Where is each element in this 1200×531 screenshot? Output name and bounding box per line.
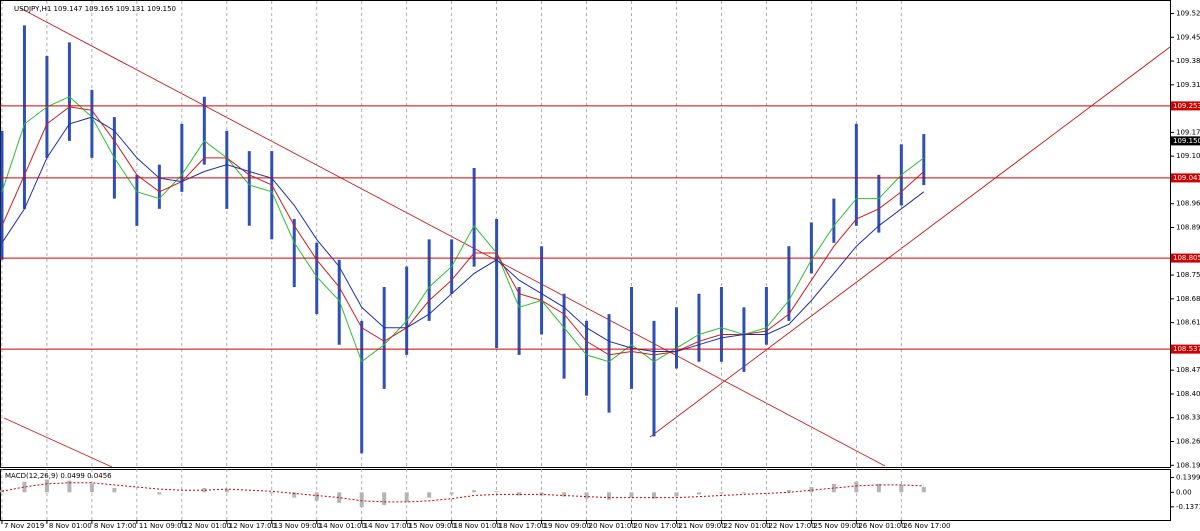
x-tick-label: 11 Nov 09:00 (139, 522, 186, 530)
macd-bar (157, 492, 162, 495)
macd-bar (629, 492, 634, 498)
x-tick-label: 14 Nov 17:00 (364, 522, 411, 530)
last-price-label: 109.150 (1173, 137, 1200, 145)
level-label: 108.805 (1173, 254, 1200, 262)
y-tick-label: 0.1399 (1176, 473, 1200, 481)
x-tick-label: 8 Nov 01:00 (49, 522, 92, 530)
x-tick-label: 21 Nov 09:00 (678, 522, 725, 530)
y-tick-label: 109.385 (1176, 57, 1200, 65)
moving-average (1, 116, 925, 352)
chart-title: USDJPY,H1 109.147 109.165 109.131 109.15… (14, 5, 176, 13)
macd-bar (674, 492, 679, 497)
macd-bar (517, 492, 522, 496)
macd-bar (89, 483, 94, 493)
y-tick-label: 108.335 (1176, 414, 1200, 422)
level-label: 108.537 (1173, 345, 1200, 353)
x-tick-label: 22 Nov 17:00 (768, 522, 815, 530)
y-tick-label: 108.965 (1176, 200, 1200, 208)
macd-bar (449, 492, 454, 495)
x-tick-label: 19 Nov 09:00 (544, 522, 591, 530)
y-tick-label: 108.405 (1176, 390, 1200, 398)
level-label: 109.253 (1173, 102, 1200, 110)
y-tick-label: 108.195 (1176, 461, 1200, 469)
main-panel (0, 0, 1171, 468)
macd-bar (562, 492, 567, 497)
macd-bar (382, 492, 387, 506)
macd-bar (292, 492, 297, 498)
level-tag (1171, 101, 1200, 111)
macd-bar (22, 481, 27, 493)
macd-bar (44, 479, 49, 493)
x-tick-label: 26 Nov 01:00 (858, 522, 905, 530)
macd-bar (404, 492, 409, 502)
x-tick-label: 12 Nov 01:00 (184, 522, 231, 530)
level-label: 109.041 (1173, 174, 1200, 182)
y-tick-label: 109.525 (1176, 9, 1200, 17)
x-tick-label: 8 Nov 17:00 (94, 522, 137, 530)
y-tick-label: 108.615 (1176, 319, 1200, 327)
macd-bar (112, 488, 117, 493)
x-tick-label: 25 Nov 09:00 (813, 522, 860, 530)
level-tag (1171, 344, 1200, 354)
macd-bar (651, 492, 656, 499)
y-tick-label: 109.175 (1176, 128, 1200, 136)
moving-average (1, 96, 925, 363)
macd-bar (607, 492, 612, 500)
macd-bar (719, 492, 724, 494)
y-tick-label: 0.00 (1176, 488, 1192, 496)
macd-bar (494, 491, 499, 493)
macd-bar (269, 492, 274, 494)
level-tag (1171, 173, 1200, 183)
macd-bar (899, 484, 904, 493)
macd-bar (202, 488, 207, 493)
macd-bar (67, 480, 72, 493)
trend-line (3, 417, 113, 468)
x-tick-label: 20 Nov 17:00 (634, 522, 681, 530)
macd-bar (876, 483, 881, 493)
trend-line (19, 7, 886, 467)
y-tick-label: 109.455 (1176, 33, 1200, 41)
level-tag (1171, 253, 1200, 263)
macd-bar (809, 487, 814, 493)
x-tick-label: 15 Nov 09:00 (409, 522, 456, 530)
macd-bar (696, 492, 701, 495)
macd-bar (472, 490, 477, 493)
x-tick-label: 12 Nov 17:00 (229, 522, 276, 530)
moving-average (1, 106, 925, 356)
macd-bar (786, 490, 791, 493)
y-tick-label: 108.755 (1176, 271, 1200, 279)
x-tick-label: 18 Nov 01:00 (454, 522, 501, 530)
macd-bar (359, 492, 364, 508)
macd-bar (741, 492, 746, 494)
y-tick-label: 108.475 (1176, 366, 1200, 374)
x-tick-label: 18 Nov 17:00 (499, 522, 546, 530)
x-tick-label: 14 Nov 01:00 (319, 522, 366, 530)
x-tick-label: 26 Nov 17:00 (903, 522, 950, 530)
macd-bar (224, 489, 229, 493)
macd-bar (831, 483, 836, 493)
macd-bar (427, 492, 432, 498)
y-tick-label: -0.1371 (1176, 503, 1200, 511)
x-tick-label: 13 Nov 09:00 (274, 522, 321, 530)
y-tick-label: 108.685 (1176, 295, 1200, 303)
y-tick-label: 108.265 (1176, 438, 1200, 446)
macd-bar (921, 487, 926, 493)
x-tick-label: 22 Nov 01:00 (723, 522, 770, 530)
x-tick-label: 7 Nov 2019 (4, 522, 44, 530)
y-tick-label: 109.105 (1176, 152, 1200, 160)
macd-bar (337, 492, 342, 503)
x-tick-label: 20 Nov 01:00 (589, 522, 636, 530)
macd-bar (584, 492, 589, 499)
macd-bar (314, 492, 319, 501)
y-tick-label: 108.895 (1176, 224, 1200, 232)
macd-bar (854, 481, 859, 493)
trend-line (649, 46, 1171, 438)
macd-title: MACD(12,26,9) 0.0499 0.0456 (5, 472, 112, 480)
y-tick-label: 109.315 (1176, 81, 1200, 89)
last-price-tag (1171, 136, 1200, 146)
macd-bar (0, 490, 4, 493)
